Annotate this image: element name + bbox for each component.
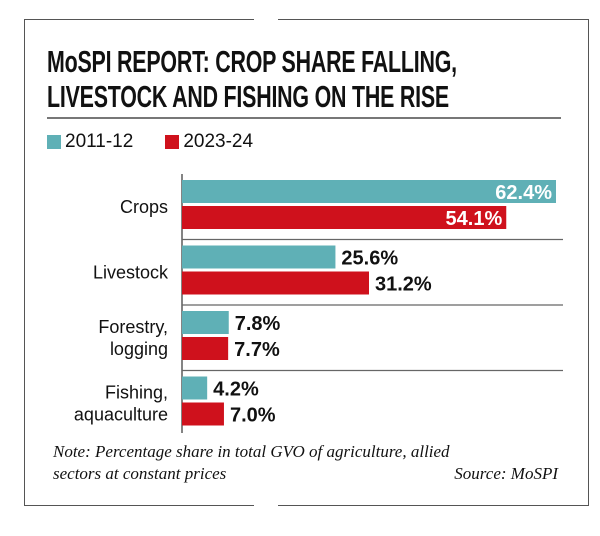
legend-swatch-2023-24 [165,135,180,149]
value-label: 62.4% [495,182,552,204]
legend-label-2023-24: 2023-24 [183,131,254,152]
legend-item-2023-24: 2023-24 [165,131,253,153]
legend-item-2011-12: 2011-12 [47,131,133,153]
note-line-2: sectors at constant prices [53,464,227,483]
chart-title-line-1: MoSPI REPORT: CROP SHARE FALLING, [47,44,457,79]
value-label: 25.6% [341,248,398,270]
category-label: Livestock [93,262,169,282]
bar-2011-12-crops [182,180,556,203]
category-label: aquaculture [74,404,168,424]
value-label: 54.1% [446,208,503,230]
category-label: Fishing, [105,382,168,402]
bar-2023-24-livestock [182,271,369,295]
bar-2023-24-fishing-aquaculture [182,402,224,426]
note-line-1: Note: Percentage share in total GVO of a… [53,442,450,461]
source: Source: MoSPI [454,464,558,483]
value-label: 31.2% [375,274,432,296]
chart-title-line-2: LIVESTOCK AND FISHING ON THE RISE [47,79,450,114]
legend-swatch-2011-12 [47,135,61,149]
bar-2023-24-crops [182,206,507,229]
legend: 2011-12 2023-24 [47,131,253,153]
chart-frame [24,19,589,506]
bar-2023-24-forestry-logging [182,337,229,360]
value-label: 7.7% [234,339,280,361]
value-label: 7.0% [230,405,276,427]
category-label: logging [110,339,168,359]
bar-2011-12-livestock [182,245,336,269]
title-divider [47,117,561,119]
legend-label-2011-12: 2011-12 [65,131,134,152]
bar-2011-12-fishing-aquaculture [182,376,208,400]
value-label: 4.2% [213,379,259,401]
bar-2011-12-forestry-logging [182,311,229,334]
category-label: Forestry, [98,317,168,337]
frame-gap-bottom [254,504,278,508]
category-label: Crops [120,197,168,217]
value-label: 7.8% [235,313,281,335]
frame-gap-top [254,17,278,21]
